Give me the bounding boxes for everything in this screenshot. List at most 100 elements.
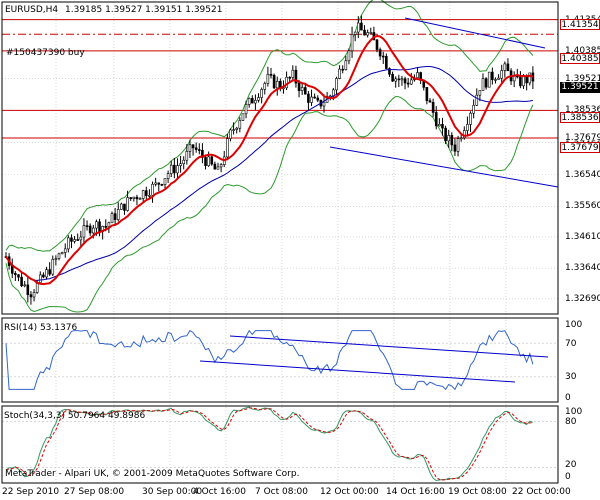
candle-body (353, 31, 357, 35)
rsi-scale-100: 100 (565, 320, 583, 330)
candle-body (188, 144, 192, 152)
candle-body (375, 39, 379, 50)
panel-frames (1, 1, 559, 484)
time-tick-label: 14 Oct 16:00 (386, 487, 445, 497)
candle-body (76, 239, 80, 241)
candle-body (341, 68, 345, 71)
candle-body (303, 87, 307, 95)
rsi-label: RSI(14) 53.1376 (4, 323, 78, 333)
level-tag-3: 1.38536 (560, 112, 600, 123)
candle-body (185, 151, 189, 161)
candle-body (288, 76, 292, 79)
candle-body (275, 81, 279, 89)
candle-body (434, 112, 438, 127)
time-tick-label: 19 Oct 08:00 (448, 487, 507, 497)
candle-body (269, 74, 273, 76)
candle-body (63, 248, 67, 253)
bollinger-upper (5, 0, 534, 252)
candle-body (257, 97, 260, 101)
trendline-lower (329, 146, 559, 188)
candle-body (179, 163, 182, 166)
price-tick-label: 1.33640 (565, 263, 600, 274)
candle-body (347, 50, 351, 62)
candle-body (70, 237, 73, 242)
candle-body (232, 129, 235, 131)
candle-body (297, 82, 301, 91)
stoch-signal-line (5, 407, 533, 481)
candle-body (338, 68, 341, 79)
candle-body (300, 87, 304, 91)
candle-body (17, 274, 20, 278)
candle-body (29, 294, 33, 298)
candle-body (26, 284, 30, 295)
candle-body (515, 75, 519, 78)
candle-body (67, 237, 70, 250)
candle-body (182, 159, 186, 164)
rsi-trendline-lower (199, 360, 516, 383)
stoch-scale-0: 0 (565, 472, 571, 482)
symbol-name: EURUSD,H4 (5, 5, 59, 15)
candle-body (522, 76, 525, 87)
candle-body (151, 183, 154, 196)
candle-body (356, 22, 360, 33)
chart-grid (2, 2, 558, 483)
price-tick-label: 1.34610 (565, 231, 600, 242)
copyright-text: MetaTrader - Alpari UK, © 2001-2009 Meta… (5, 469, 300, 479)
candle-body (447, 135, 451, 142)
price-panel (2, 0, 559, 313)
level-tag-4: 1.37679 (560, 142, 600, 153)
candle-body (406, 82, 410, 85)
candle-body (497, 77, 500, 80)
candle-body (381, 55, 385, 58)
candle-body (91, 227, 95, 234)
candle-body (409, 79, 413, 85)
candle-body (135, 196, 139, 200)
candle-body (176, 165, 179, 174)
symbol-label: EURUSD,H4 1.39185 1.39527 1.39151 1.3952… (5, 5, 222, 15)
candle-body (244, 104, 248, 115)
candle-body (285, 76, 288, 89)
current-price-tag: 1.39521 (560, 82, 600, 93)
candle-body (60, 252, 64, 255)
candle-body (378, 49, 382, 57)
time-tick-label: 4 Oct 16:00 (193, 487, 246, 497)
ohlc-values: 1.39185 1.39527 1.39151 1.39521 (65, 5, 223, 15)
candle-body (120, 203, 123, 210)
candle-body (229, 129, 232, 139)
candle-body (475, 94, 479, 106)
candle-body (469, 112, 472, 125)
candle-body (160, 184, 164, 186)
price-tick-label: 1.36540 (565, 169, 600, 180)
candle-body (126, 197, 129, 211)
level-tag-1: 1.41354 (560, 19, 600, 30)
candle-body (438, 124, 441, 127)
candle-body (141, 190, 145, 199)
candle-body (494, 79, 497, 81)
stoch-main-line (5, 406, 534, 482)
candle-body (14, 273, 17, 275)
candle-body (391, 73, 394, 82)
price-tick-label: 1.35560 (565, 201, 600, 212)
candle-body (453, 144, 457, 152)
candle-body (35, 282, 39, 293)
candle-body (235, 127, 239, 130)
candle-body (85, 225, 89, 227)
candle-body (487, 71, 491, 88)
candle-body (528, 72, 532, 84)
time-tick-label: 7 Oct 08:00 (255, 487, 308, 497)
candle-body (204, 157, 207, 167)
candle-body (388, 68, 391, 75)
candle-body (491, 71, 494, 80)
candle-body (307, 93, 310, 103)
candle-body (23, 284, 27, 287)
candle-body (363, 29, 366, 36)
rsi-scale-0: 0 (565, 393, 571, 403)
candle-body (472, 104, 475, 114)
rsi-scale-30: 30 (565, 372, 577, 382)
candle-body (525, 76, 528, 84)
order-label: #150437390 buy (6, 48, 85, 58)
candle-body (500, 70, 504, 79)
trendline-upper (404, 17, 546, 49)
candle-body (366, 32, 369, 36)
